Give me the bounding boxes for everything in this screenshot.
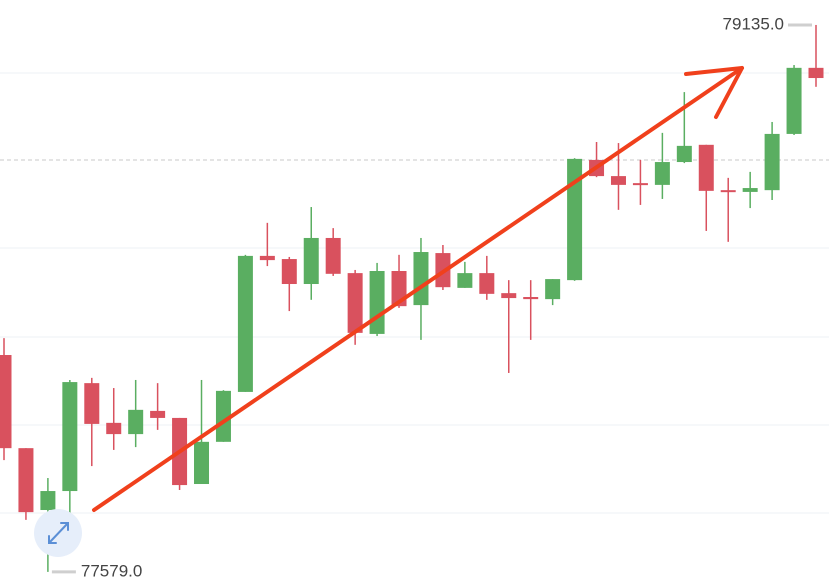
- body: [654, 162, 670, 185]
- expand-button[interactable]: [34, 509, 82, 557]
- body: [523, 297, 539, 300]
- body: [62, 382, 78, 492]
- body: [281, 259, 297, 285]
- body: [632, 183, 648, 186]
- arrow-head: [684, 66, 744, 119]
- body: [676, 145, 692, 163]
- body: [325, 237, 341, 274]
- body: [742, 188, 758, 192]
- body: [786, 67, 802, 134]
- annotations: 79135.0 77579.0: [51, 14, 812, 580]
- body: [413, 252, 429, 306]
- body: [194, 441, 210, 485]
- candles: [0, 24, 824, 572]
- body: [698, 144, 714, 191]
- body: [501, 293, 517, 299]
- body: [84, 383, 100, 424]
- annotation-label: 77579.0: [81, 561, 142, 580]
- body: [128, 409, 144, 435]
- body: [150, 410, 166, 418]
- annotation-label: 79135.0: [723, 14, 784, 33]
- body: [347, 273, 363, 333]
- body: [720, 190, 736, 193]
- body: [18, 448, 34, 513]
- trend-arrow: [92, 66, 744, 512]
- body: [479, 273, 495, 294]
- body: [567, 158, 583, 281]
- body: [610, 176, 626, 185]
- body: [457, 273, 473, 288]
- body: [40, 491, 56, 511]
- body: [303, 237, 319, 285]
- body: [808, 67, 824, 79]
- arrow-shaft: [92, 66, 744, 512]
- body: [237, 255, 253, 392]
- body: [259, 255, 275, 261]
- body: [545, 279, 561, 300]
- body: [0, 355, 12, 449]
- body: [106, 422, 122, 435]
- body: [764, 133, 780, 191]
- body: [215, 390, 231, 442]
- body: [369, 271, 385, 334]
